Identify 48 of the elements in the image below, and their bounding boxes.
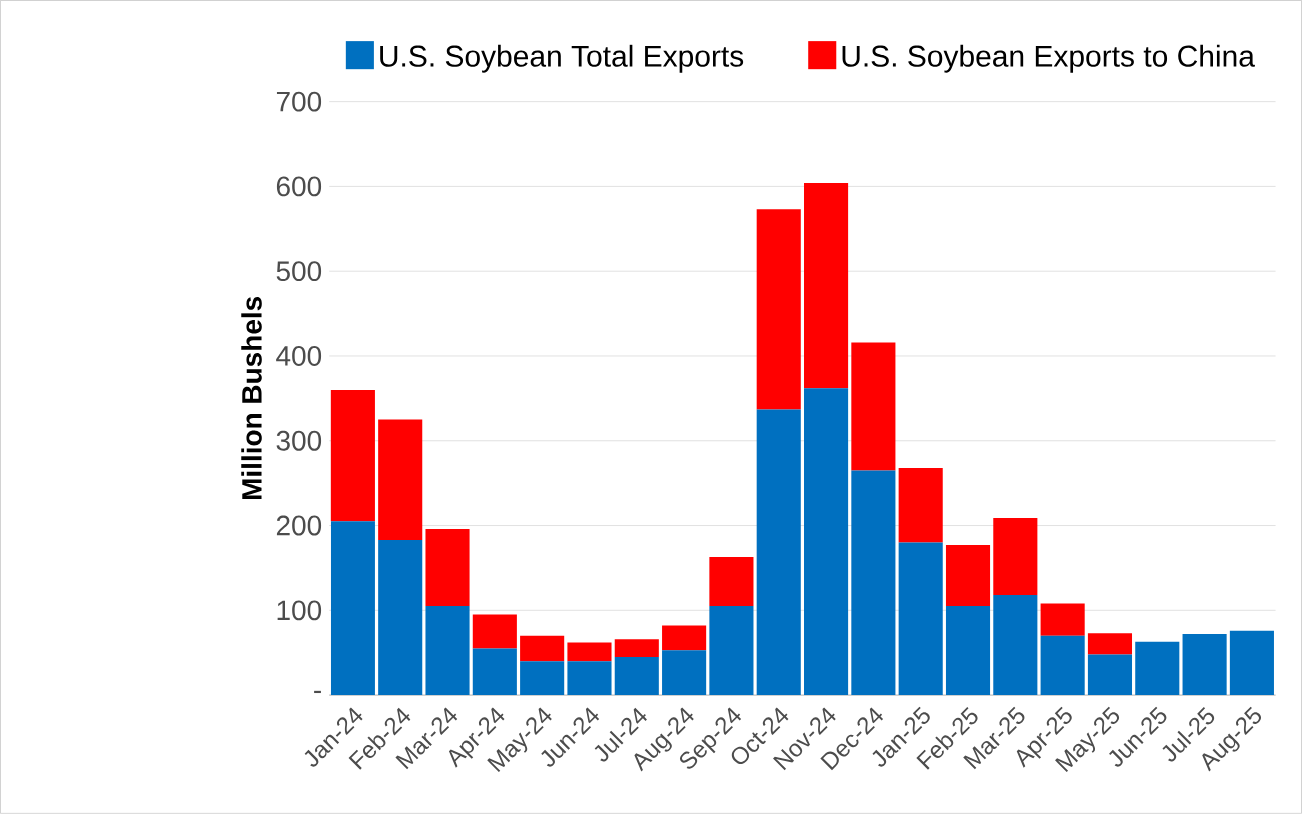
legend-label: U.S. Soybean Exports to China	[842, 44, 1255, 73]
bar	[1040, 635, 1085, 696]
y-tick-label: -	[314, 690, 321, 694]
bar	[1229, 630, 1274, 696]
bar	[472, 614, 517, 649]
y-tick-label: 100	[277, 600, 322, 621]
y-axis-title: Million Bushels	[241, 297, 262, 500]
bar	[520, 661, 565, 696]
bar	[756, 409, 801, 696]
bar	[993, 518, 1038, 596]
bar	[898, 542, 943, 696]
bar	[567, 642, 612, 662]
bar	[1182, 634, 1227, 696]
y-tick-label: 700	[276, 91, 322, 112]
bar	[378, 540, 423, 696]
bar	[804, 183, 849, 389]
bar	[851, 342, 896, 471]
bar	[662, 650, 707, 696]
bar	[851, 470, 896, 696]
bar	[330, 389, 375, 522]
bar	[614, 657, 659, 696]
bar	[709, 606, 754, 696]
bar	[567, 661, 612, 696]
y-tick-label: 300	[276, 430, 322, 451]
bar	[1087, 633, 1133, 655]
bar	[1135, 641, 1180, 696]
bar	[330, 521, 375, 696]
bar	[425, 529, 470, 607]
bar	[662, 625, 707, 651]
y-tick-label: 400	[276, 346, 322, 366]
bar	[472, 648, 517, 696]
bar	[945, 545, 991, 607]
bar	[709, 557, 754, 607]
bar	[945, 606, 991, 696]
bar	[804, 388, 849, 696]
bar	[898, 467, 943, 543]
bar	[425, 606, 470, 696]
bar	[378, 419, 423, 541]
bar	[756, 209, 801, 410]
bar	[1040, 603, 1085, 636]
y-tick-label: 600	[276, 176, 322, 197]
bar	[993, 595, 1038, 696]
bar	[614, 639, 659, 658]
y-tick-label: 200	[276, 515, 322, 536]
y-tick-label: 500	[276, 261, 322, 282]
legend-label: U.S. Soybean Total Exports	[380, 44, 744, 73]
bar	[520, 635, 565, 662]
bar	[1087, 654, 1133, 696]
